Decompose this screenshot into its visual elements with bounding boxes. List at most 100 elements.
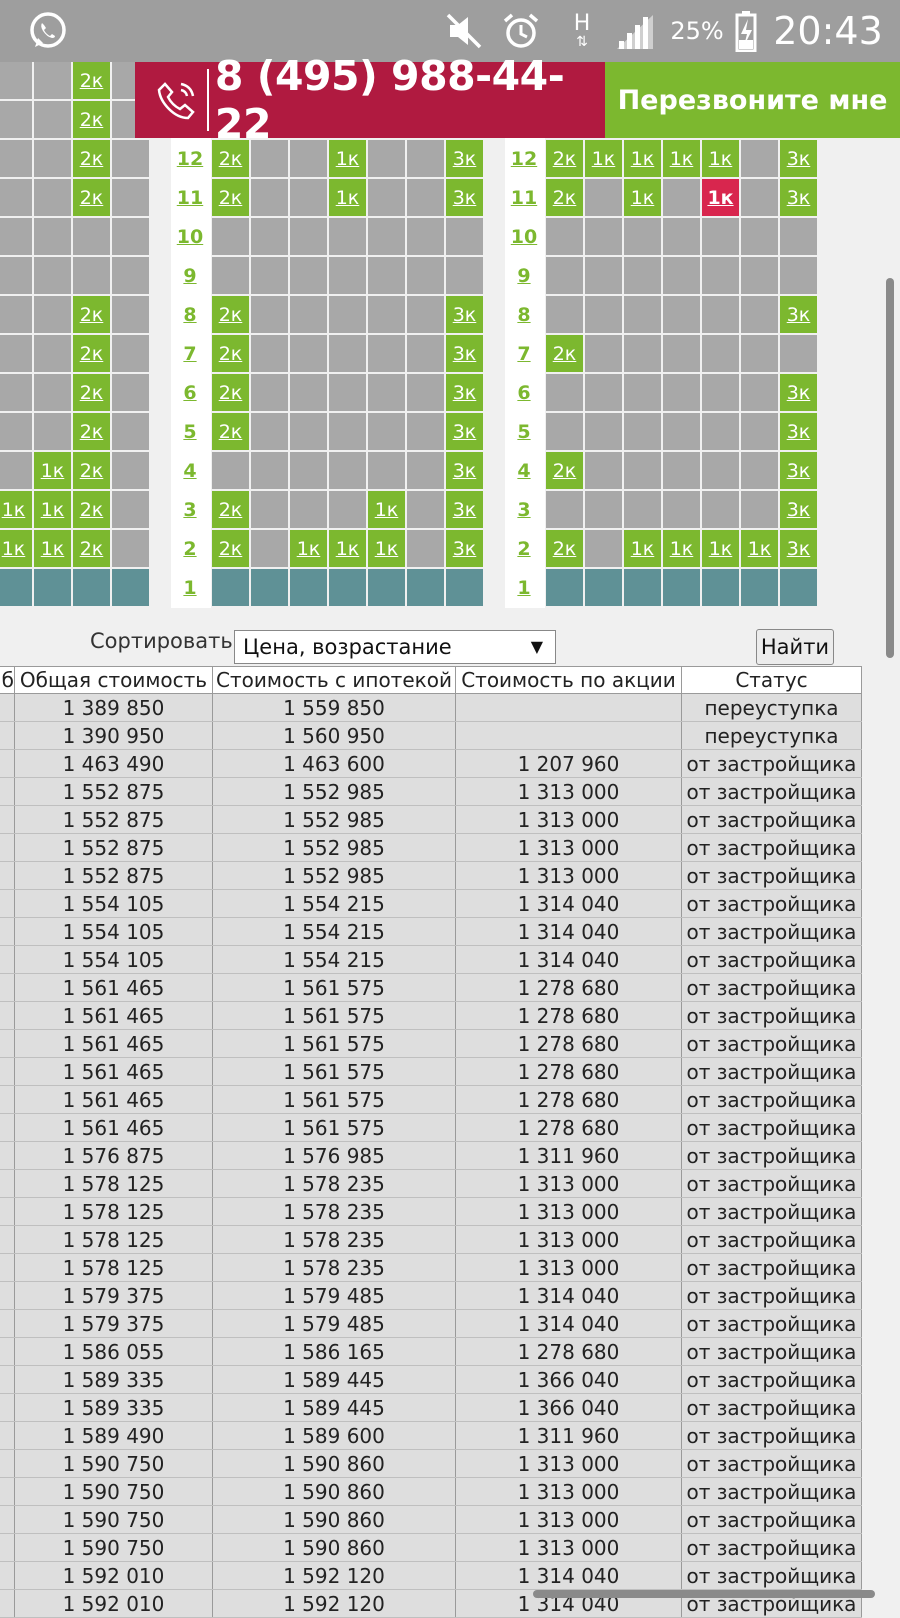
apartment-cell[interactable]: 1к (34, 491, 71, 528)
table-row[interactable]: 1 590 750 1 590 860 1 313 000 от застройщик… (0, 1505, 862, 1534)
floor-number-link[interactable]: 8 (183, 304, 197, 326)
floor-number-link[interactable]: 9 (517, 265, 531, 287)
apartment-cell[interactable]: 1к (368, 491, 405, 528)
floor-number-link[interactable]: 11 (510, 187, 538, 209)
apartment-cell[interactable]: 1к (702, 530, 739, 567)
apartment-cell[interactable]: 2к (546, 530, 583, 567)
apartment-cell[interactable]: 1к (0, 491, 32, 528)
apartment-cell[interactable]: 1к (663, 530, 700, 567)
apartment-cell[interactable]: 2к (212, 335, 249, 372)
table-row[interactable]: 1 389 850 1 559 850 переуступка (0, 693, 862, 722)
apartment-cell[interactable]: 2к (73, 296, 110, 333)
apartment-cell[interactable]: 1к (329, 140, 366, 177)
floor-number-link[interactable]: 7 (517, 343, 531, 365)
table-row[interactable]: 1 592 010 1 592 120 1 314 040 от застройщик… (0, 1561, 862, 1590)
floor-number-link[interactable]: 1 (183, 577, 197, 599)
table-row[interactable]: 1 578 125 1 578 235 1 313 000 от застройщик… (0, 1253, 862, 1282)
table-row[interactable]: 1 554 105 1 554 215 1 314 040 от застройщик… (0, 917, 862, 946)
floor-number-link[interactable]: 6 (183, 382, 197, 404)
apartment-cell[interactable]: 3к (446, 491, 483, 528)
table-row[interactable]: 1 576 875 1 576 985 1 311 960 от застройщик… (0, 1141, 862, 1170)
apartment-cell[interactable]: 3к (446, 452, 483, 489)
floor-number-link[interactable]: 9 (183, 265, 197, 287)
apartment-cell[interactable]: 2к (546, 179, 583, 216)
apartment-cell[interactable]: 3к (780, 179, 817, 216)
apartment-cell[interactable]: 2к (546, 140, 583, 177)
table-row[interactable]: 1 554 105 1 554 215 1 314 040 от застройщик… (0, 889, 862, 918)
floor-number-link[interactable]: 11 (176, 187, 204, 209)
floor-number-link[interactable]: 3 (517, 499, 531, 521)
table-row[interactable]: 1 589 335 1 589 445 1 366 040 от застройщик… (0, 1365, 862, 1394)
apartment-cell[interactable]: 1к (290, 530, 327, 567)
callback-button[interactable]: Перезвоните мне (605, 62, 900, 138)
apartment-cell[interactable]: 2к (546, 335, 583, 372)
table-row[interactable]: 1 463 490 1 463 600 1 207 960 от застройщик… (0, 749, 862, 778)
apartment-cell[interactable]: 3к (780, 374, 817, 411)
header-cell[interactable]: Статус (681, 666, 862, 694)
apartment-cell[interactable]: 3к (780, 530, 817, 567)
sort-select[interactable]: Цена, возрастание ▼ (234, 630, 556, 664)
table-row[interactable]: 1 390 950 1 560 950 переуступка (0, 721, 862, 750)
apartment-cell[interactable]: 1к (663, 140, 700, 177)
apartment-cell[interactable]: 2к (212, 491, 249, 528)
apartment-cell[interactable]: 2к (212, 179, 249, 216)
apartment-cell[interactable]: 1к (329, 179, 366, 216)
apartment-cell[interactable]: 1к (624, 140, 661, 177)
header-cell[interactable]: Общая стоимость (14, 666, 213, 694)
apartment-cell[interactable]: 3к (446, 140, 483, 177)
floor-number-link[interactable]: 12 (510, 148, 538, 170)
apartment-cell[interactable]: 2к (73, 491, 110, 528)
apartment-cell[interactable]: 2к (546, 452, 583, 489)
apartment-cell[interactable]: 1к (368, 530, 405, 567)
header-cell[interactable]: б (0, 666, 15, 694)
floor-number-link[interactable]: 2 (517, 538, 531, 560)
apartment-cell[interactable]: 1к (741, 530, 778, 567)
floor-number-link[interactable]: 3 (183, 499, 197, 521)
apartment-cell[interactable]: 1к (624, 530, 661, 567)
apartment-cell[interactable]: 3к (446, 374, 483, 411)
floor-number-link[interactable]: 10 (176, 226, 204, 248)
apartment-cell[interactable]: 1к (329, 530, 366, 567)
table-row[interactable]: 1 561 465 1 561 575 1 278 680 от застройщик… (0, 973, 862, 1002)
table-row[interactable]: 1 561 465 1 561 575 1 278 680 от застройщик… (0, 1085, 862, 1114)
floor-number-link[interactable]: 7 (183, 343, 197, 365)
apartment-cell[interactable]: 1к (0, 530, 32, 567)
floor-number-link[interactable]: 8 (517, 304, 531, 326)
apartment-cell[interactable]: 3к (446, 413, 483, 450)
table-row[interactable]: 1 552 875 1 552 985 1 313 000 от застройщик… (0, 777, 862, 806)
floor-number-link[interactable]: 6 (517, 382, 531, 404)
apartment-cell[interactable]: 1к (624, 179, 661, 216)
floor-number-link[interactable]: 5 (517, 421, 531, 443)
table-row[interactable]: 1 552 875 1 552 985 1 313 000 от застройщик… (0, 805, 862, 834)
floor-number-link[interactable]: 10 (510, 226, 538, 248)
floor-number-link[interactable]: 5 (183, 421, 197, 443)
find-button[interactable]: Найти (756, 629, 834, 665)
apartment-cell[interactable]: 3к (780, 452, 817, 489)
floor-number-link[interactable]: 4 (517, 460, 531, 482)
table-row[interactable]: 1 561 465 1 561 575 1 278 680 от застройщик… (0, 1001, 862, 1030)
table-row[interactable]: 1 589 335 1 589 445 1 366 040 от застройщик… (0, 1393, 862, 1422)
apartment-cell[interactable]: 2к (212, 374, 249, 411)
apartment-cell[interactable]: 2к (73, 413, 110, 450)
apartment-cell[interactable]: 3к (780, 491, 817, 528)
vertical-scrollbar[interactable] (886, 278, 894, 658)
apartment-cell[interactable]: 2к (212, 296, 249, 333)
table-row[interactable]: 1 578 125 1 578 235 1 313 000 от застройщик… (0, 1197, 862, 1226)
table-row[interactable]: 1 578 125 1 578 235 1 313 000 от застройщик… (0, 1169, 862, 1198)
header-cell[interactable]: Стоимость с ипотекой (212, 666, 456, 694)
floor-number-link[interactable]: 4 (183, 460, 197, 482)
header-cell[interactable]: Стоимость по акции (455, 666, 682, 694)
apartment-cell[interactable]: 3к (446, 335, 483, 372)
floor-number-link[interactable]: 12 (176, 148, 204, 170)
apartment-cell[interactable]: 3к (446, 296, 483, 333)
apartment-cell[interactable]: 3к (780, 296, 817, 333)
apartment-cell[interactable]: 1к (34, 530, 71, 567)
apartment-cell[interactable]: 3к (446, 179, 483, 216)
table-row[interactable]: 1 561 465 1 561 575 1 278 680 от застройщик… (0, 1113, 862, 1142)
apartment-cell[interactable]: 1к (34, 452, 71, 489)
apartment-cell[interactable]: 2к (73, 374, 110, 411)
table-row[interactable]: 1 590 750 1 590 860 1 313 000 от застройщик… (0, 1449, 862, 1478)
horizontal-scrollbar[interactable] (533, 1590, 875, 1598)
table-row[interactable]: 1 552 875 1 552 985 1 313 000 от застройщик… (0, 833, 862, 862)
phone-number[interactable]: 8 (495) 988-44-22 (214, 52, 565, 148)
